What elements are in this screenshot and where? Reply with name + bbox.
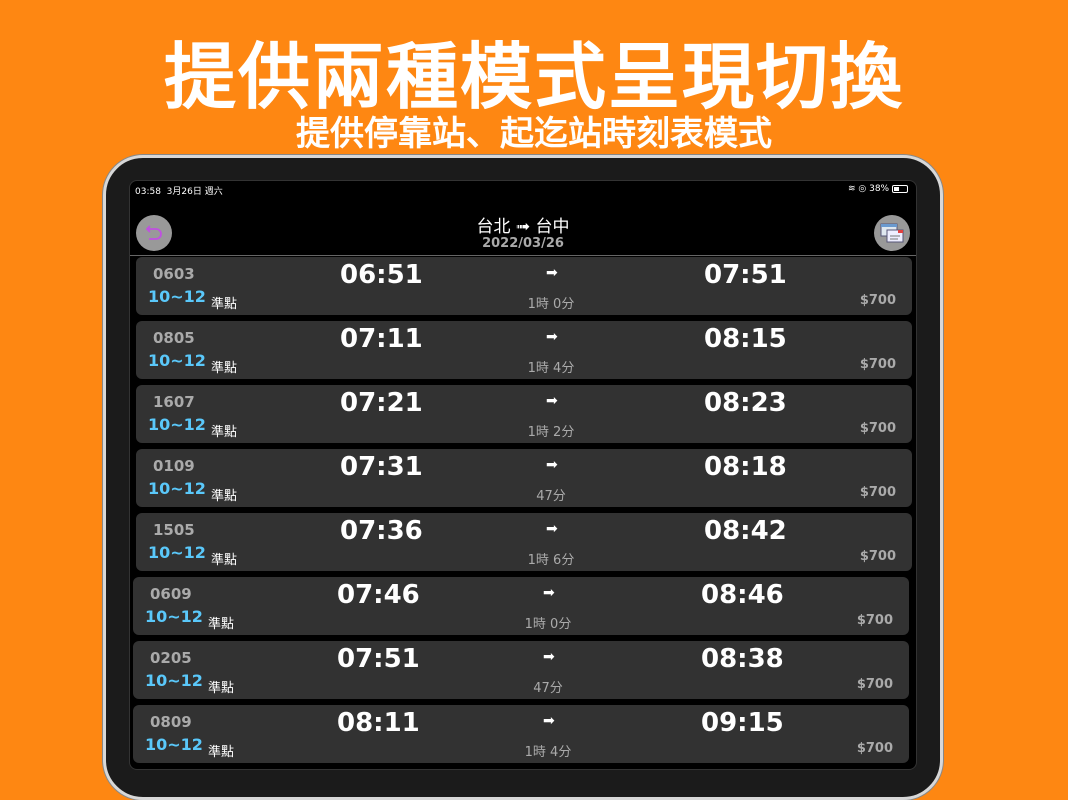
departure-time: 07:36 <box>340 516 423 546</box>
duration: 1時 0分 <box>527 297 575 312</box>
banner-title: 提供兩種模式呈現切換 <box>163 35 904 119</box>
price: $700 <box>856 741 893 756</box>
arrow-icon: ➡ <box>546 521 558 537</box>
train-number: 0205 <box>150 649 192 667</box>
header-divider <box>130 255 916 256</box>
departure-time: 08:11 <box>337 708 420 738</box>
status-label: 準點 <box>211 297 238 312</box>
train-number: 1505 <box>153 521 195 539</box>
price: $700 <box>856 613 893 628</box>
lock-rotation-icon: ◎ <box>858 184 867 194</box>
departure-time: 06:51 <box>340 260 423 290</box>
departure-time: 07:46 <box>337 580 420 610</box>
price: $700 <box>859 421 896 436</box>
status-label: 準點 <box>211 425 238 440</box>
train-class: 10~12 <box>148 415 206 434</box>
train-class: 10~12 <box>145 607 203 626</box>
train-class: 10~12 <box>145 671 203 690</box>
duration: 1時 6分 <box>527 553 575 568</box>
train-row[interactable]: 0205 10~12 準點 07:51 ➡ 08:38 47分 $700 <box>133 641 909 699</box>
arrival-time: 08:42 <box>704 516 787 546</box>
train-row[interactable]: 0805 10~12 準點 07:11 ➡ 08:15 1時 4分 $700 <box>136 321 912 379</box>
price: $700 <box>859 485 896 500</box>
train-number: 0805 <box>153 329 195 347</box>
arrow-icon: ➡ <box>546 393 558 409</box>
duration: 1時 4分 <box>527 361 575 376</box>
train-class: 10~12 <box>148 543 206 562</box>
status-label: 準點 <box>208 617 235 632</box>
duration: 1時 0分 <box>524 617 572 632</box>
route-date: 2022/03/26 <box>482 236 564 251</box>
arrow-icon: ➡ <box>543 585 555 601</box>
status-label: 準點 <box>208 745 235 760</box>
battery-percent: 38% <box>869 184 890 194</box>
arrival-time: 08:38 <box>701 644 784 674</box>
train-class: 10~12 <box>145 735 203 754</box>
arrow-icon: ➡ <box>546 265 558 281</box>
arrival-time: 08:15 <box>704 324 787 354</box>
duration: 47分 <box>536 489 566 504</box>
arrow-icon: ➡ <box>543 649 555 665</box>
train-row[interactable]: 0809 10~12 準點 08:11 ➡ 09:15 1時 4分 $700 <box>133 705 909 763</box>
train-row[interactable]: 0609 10~12 準點 07:46 ➡ 08:46 1時 0分 $700 <box>133 577 909 635</box>
status-label: 準點 <box>211 553 238 568</box>
train-number: 0809 <box>150 713 192 731</box>
departure-time: 07:11 <box>340 324 423 354</box>
departure-time: 07:21 <box>340 388 423 418</box>
arrival-time: 08:18 <box>704 452 787 482</box>
departure-time: 07:31 <box>340 452 423 482</box>
train-row[interactable]: 1505 10~12 準點 07:36 ➡ 08:42 1時 6分 $700 <box>136 513 912 571</box>
route-title: 台北 ➟ 台中 <box>476 217 570 237</box>
train-row[interactable]: 0109 10~12 準點 07:31 ➡ 08:18 47分 $700 <box>136 449 912 507</box>
price: $700 <box>859 293 896 308</box>
train-number: 0603 <box>153 265 195 283</box>
train-row[interactable]: 1607 10~12 準點 07:21 ➡ 08:23 1時 2分 $700 <box>136 385 912 443</box>
arrival-time: 08:23 <box>704 388 787 418</box>
status-label: 準點 <box>211 361 238 376</box>
battery-icon <box>892 184 908 193</box>
switch-mode-button[interactable] <box>874 215 910 251</box>
timetable-mode-icon <box>880 223 904 243</box>
price: $700 <box>859 549 896 564</box>
status-time: 03:58 <box>135 187 161 197</box>
train-row[interactable]: 0603 10~12 準點 06:51 ➡ 07:51 1時 0分 $700 <box>136 257 912 315</box>
back-button[interactable] <box>136 215 172 251</box>
arrow-icon: ➡ <box>543 713 555 729</box>
arrival-time: 09:15 <box>701 708 784 738</box>
duration: 1時 4分 <box>524 745 572 760</box>
duration: 1時 2分 <box>527 425 575 440</box>
train-class: 10~12 <box>148 351 206 370</box>
status-label: 準點 <box>208 681 235 696</box>
status-bar: 03:58 3月26日 週六 ≋ ◎ 38% <box>135 184 908 197</box>
train-class: 10~12 <box>148 287 206 306</box>
train-number: 0609 <box>150 585 192 603</box>
arrow-icon: ➡ <box>546 457 558 473</box>
train-class: 10~12 <box>148 479 206 498</box>
banner-subtitle: 提供停靠站、起迄站時刻表模式 <box>296 114 772 154</box>
departure-time: 07:51 <box>337 644 420 674</box>
status-label: 準點 <box>211 489 238 504</box>
arrival-time: 07:51 <box>704 260 787 290</box>
app-screen: 03:58 3月26日 週六 ≋ ◎ 38% 台北 ➟ 台中 2022/03/2… <box>129 180 917 770</box>
wifi-icon: ≋ <box>847 184 856 194</box>
duration: 47分 <box>533 681 563 696</box>
arrow-icon: ➡ <box>546 329 558 345</box>
price: $700 <box>856 677 893 692</box>
arrival-time: 08:46 <box>701 580 784 610</box>
price: $700 <box>859 357 896 372</box>
status-date: 3月26日 週六 <box>166 187 223 197</box>
back-icon <box>145 225 162 240</box>
train-number: 1607 <box>153 393 195 411</box>
train-number: 0109 <box>153 457 195 475</box>
